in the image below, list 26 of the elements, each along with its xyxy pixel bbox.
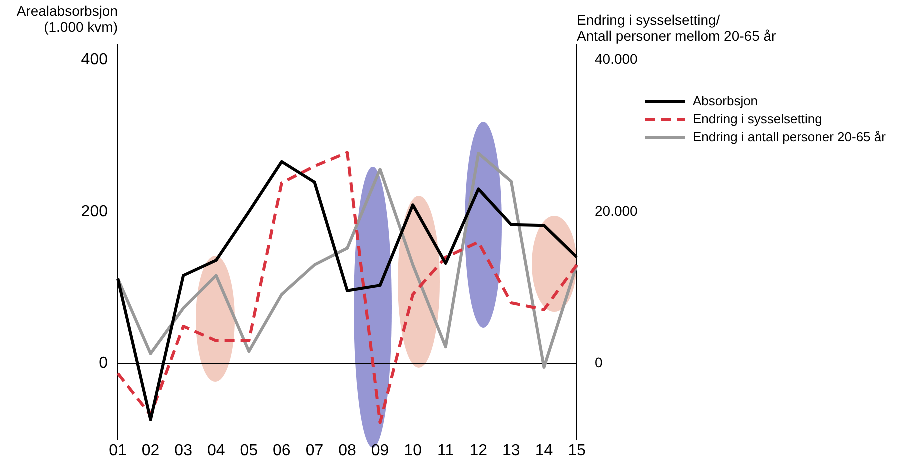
x-tick-label: 02 bbox=[142, 442, 160, 460]
x-tick-label: 04 bbox=[207, 442, 226, 460]
x-tick-label: 08 bbox=[338, 442, 356, 460]
y-tick-label: 0 bbox=[99, 355, 108, 372]
legend-label: Endring i antall personer 20-65 år bbox=[693, 130, 887, 145]
x-tick-label: 09 bbox=[371, 442, 390, 460]
x-tick-label: 11 bbox=[438, 442, 454, 460]
y-tick-label: 400 bbox=[81, 52, 108, 69]
y2-tick-label: 20.000 bbox=[595, 202, 638, 219]
x-tick-label: 05 bbox=[240, 442, 258, 460]
x-tick-label: 12 bbox=[470, 442, 488, 460]
y2-axis-title: Endring i sysselsetting/ Antall personer mellom 20-65 år bbox=[577, 12, 777, 44]
x-tick-label: 07 bbox=[306, 442, 324, 460]
y2-tick-label: 40.000 bbox=[595, 51, 638, 68]
x-tick-label: 13 bbox=[502, 442, 520, 460]
legend-label: Endring i sysselsetting bbox=[693, 112, 822, 127]
x-tick-label: 01 bbox=[109, 442, 127, 460]
y-tick-label: 200 bbox=[81, 203, 108, 220]
y-axis-title: Arealabsorbsjon (1.000 kvm) bbox=[16, 3, 118, 35]
legend-label: Absorbsjon bbox=[693, 94, 758, 109]
x-tick-label: 03 bbox=[174, 442, 193, 460]
x-tick-label: 10 bbox=[404, 442, 422, 460]
x-tick-label: 06 bbox=[273, 442, 291, 460]
y2-tick-label: 0 bbox=[595, 354, 603, 371]
x-tick-label: 15 bbox=[568, 442, 586, 460]
x-tick-label: 14 bbox=[535, 442, 554, 460]
